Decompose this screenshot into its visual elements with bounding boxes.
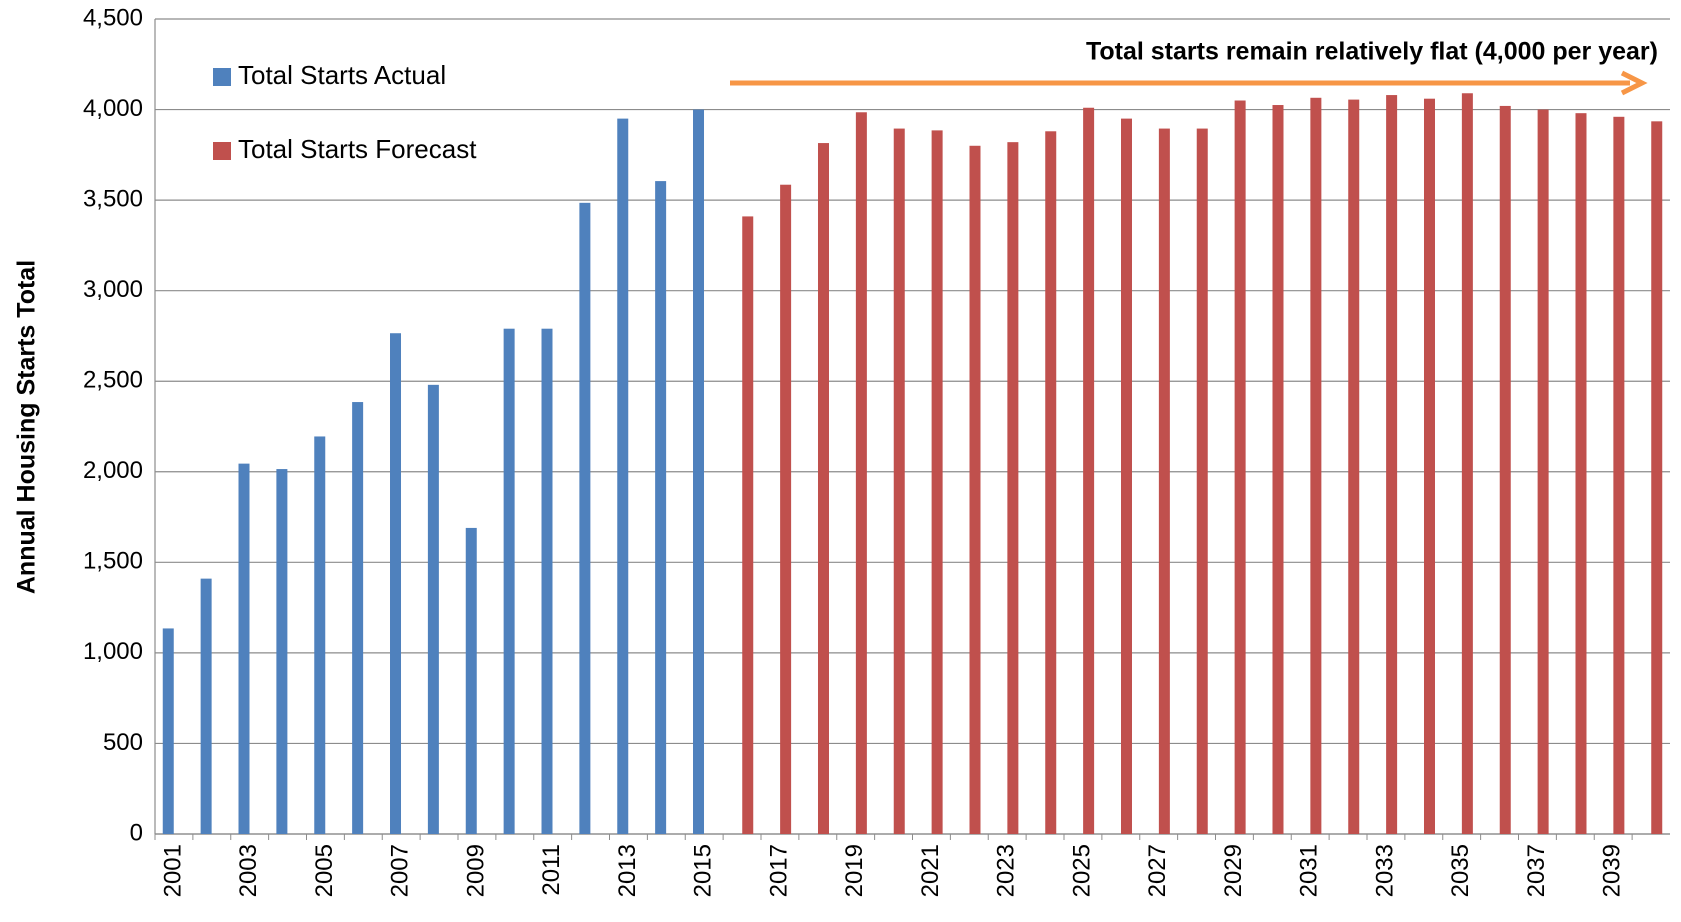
bar [1537, 109, 1549, 835]
x-tick-label: 2017 [765, 844, 792, 897]
bar [931, 130, 943, 835]
bar [314, 436, 326, 834]
bar [1386, 95, 1398, 835]
bar [1234, 100, 1246, 834]
x-tick-label: 2021 [917, 844, 944, 897]
y-tick-label: 3,500 [83, 185, 143, 212]
bar [1348, 99, 1360, 835]
bar [579, 202, 591, 835]
y-tick-label: 1,500 [83, 548, 143, 575]
bar [541, 328, 553, 834]
bar [969, 145, 981, 834]
x-tick-label: 2037 [1523, 844, 1550, 897]
legend-label: Total Starts Actual [238, 60, 446, 90]
x-tick-label: 2009 [462, 844, 489, 897]
x-tick-label: 2005 [311, 844, 338, 897]
bar [1158, 128, 1170, 835]
bar [1045, 131, 1057, 835]
bar [276, 469, 288, 834]
x-tick-label: 2031 [1296, 844, 1323, 897]
x-tick-label: 2013 [614, 844, 641, 897]
y-tick-label: 500 [103, 729, 143, 756]
x-tick-label: 2035 [1447, 844, 1474, 897]
x-tick-label: 2029 [1220, 844, 1247, 897]
bar [893, 128, 905, 835]
bar [1613, 116, 1625, 835]
bar [465, 527, 477, 834]
y-tick-label: 4,000 [83, 95, 143, 122]
bar [503, 328, 515, 834]
y-tick-label: 1,000 [83, 638, 143, 665]
bar [1196, 128, 1208, 835]
bar [1423, 98, 1435, 834]
legend-label: Total Starts Forecast [238, 134, 477, 164]
bar [693, 109, 705, 835]
x-tick-label: 2015 [690, 844, 717, 897]
bar [1120, 118, 1132, 835]
bar [1461, 93, 1473, 834]
bar [352, 402, 364, 834]
bar [1575, 113, 1587, 834]
x-tick-label: 2001 [159, 844, 186, 897]
y-tick-label: 2,500 [83, 367, 143, 394]
y-tick-label: 2,000 [83, 457, 143, 484]
x-tick-label: 2011 [538, 844, 565, 896]
x-tick-label: 2019 [841, 844, 868, 897]
x-tick-label: 2023 [993, 844, 1020, 897]
legend-swatch [213, 68, 231, 86]
y-tick-label: 0 [130, 819, 143, 846]
y-tick-label: 3,000 [83, 276, 143, 303]
bar [162, 628, 174, 834]
bar [817, 143, 829, 835]
bar [390, 333, 402, 834]
bar [1083, 107, 1095, 834]
bar [655, 181, 667, 834]
y-axis-label: Annual Housing Starts Total [13, 260, 41, 594]
annotation: Total starts remain relatively flat (4,0… [1086, 38, 1658, 66]
legend-swatch [213, 142, 231, 160]
bar [200, 578, 212, 834]
bar [780, 184, 792, 834]
x-tick-label: 2025 [1068, 844, 1095, 897]
x-tick-label: 2003 [235, 844, 262, 897]
annotation-arrowhead [1620, 70, 1648, 96]
bar [1007, 142, 1019, 835]
bar [1499, 105, 1511, 834]
x-tick-label: 2039 [1599, 844, 1626, 897]
bar [427, 384, 439, 834]
x-tick-label: 2027 [1144, 844, 1171, 897]
x-tick-label: 2007 [387, 844, 414, 897]
bar [742, 216, 754, 834]
bar [1651, 121, 1663, 835]
bar [855, 112, 867, 835]
bar [238, 463, 250, 834]
bar [617, 118, 629, 835]
y-tick-label: 4,500 [83, 4, 143, 31]
bar [1272, 105, 1284, 835]
bar [1310, 97, 1322, 835]
x-tick-label: 2033 [1371, 844, 1398, 897]
